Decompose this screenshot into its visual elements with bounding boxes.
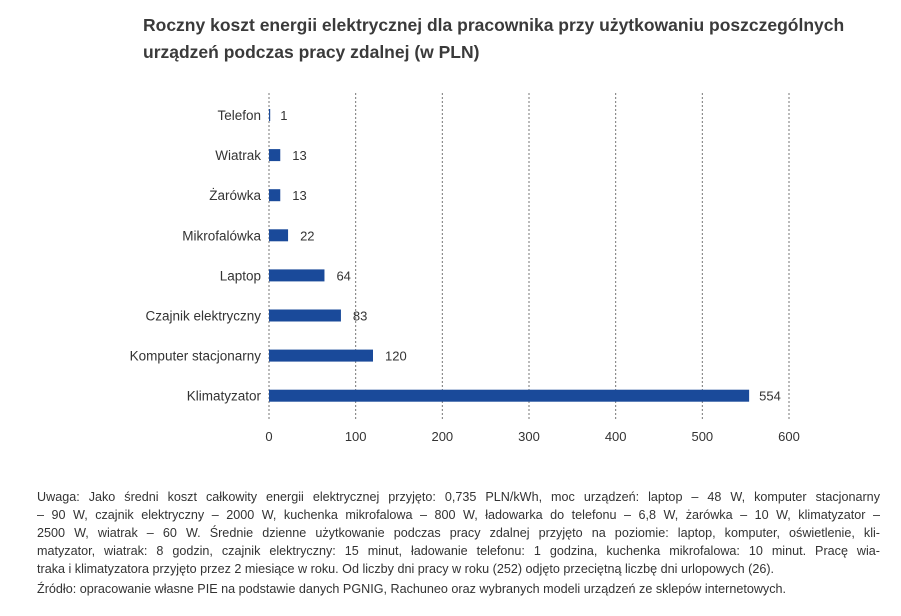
bar [269, 229, 289, 242]
value-label: 13 [292, 148, 306, 163]
chart-title-line: Roczny koszt energii elektrycznej dla pr… [143, 15, 845, 35]
value-label: 1 [280, 108, 287, 123]
value-label: 64 [336, 268, 350, 283]
category-label: Laptop [220, 268, 261, 283]
x-tick-label: 300 [518, 429, 540, 444]
bar [269, 269, 325, 282]
source-note: Źródło: opracowanie własne PIE na podsta… [37, 582, 787, 596]
value-label: 120 [385, 349, 407, 364]
x-tick-label: 600 [778, 429, 800, 444]
category-label: Telefon [217, 108, 261, 123]
note-line: traka i klimatyzatora przyjęto przez 2 m… [37, 562, 775, 576]
note-line: matyzator, wiatrak: 8 godzin, czajnik el… [37, 544, 880, 558]
chart-title: Roczny koszt energii elektrycznej dla pr… [143, 12, 883, 66]
value-label: 83 [353, 309, 367, 324]
value-label: 13 [292, 188, 306, 203]
x-tick-label: 500 [691, 429, 713, 444]
x-tick-label: 400 [605, 429, 627, 444]
bar [269, 109, 271, 121]
chart-title-line: urządzeń podczas pracy zdalnej (w PLN) [143, 42, 480, 62]
x-tick-label: 0 [265, 429, 272, 444]
x-tick-label: 200 [431, 429, 453, 444]
bar [269, 189, 281, 202]
category-label: Mikrofalówka [182, 228, 261, 243]
note-line: Uwaga: Jako średni koszt całkowity energ… [37, 490, 880, 504]
bar [269, 389, 750, 402]
category-label: Klimatyzator [187, 389, 262, 404]
x-tick-label: 100 [345, 429, 367, 444]
bar [269, 309, 341, 322]
category-label: Wiatrak [215, 148, 261, 163]
category-label: Żarówka [209, 188, 261, 203]
bar [269, 149, 281, 162]
category-label: Komputer stacjonarny [130, 349, 262, 364]
category-label: Czajnik elektryczny [145, 309, 261, 324]
note-line: 2500 W, wiatrak – 60 W. Średnie dzienne … [37, 526, 880, 540]
bar [269, 349, 373, 362]
value-label: 554 [759, 389, 781, 404]
value-label: 22 [300, 228, 314, 243]
bar-chart: 0 100 200 300 400 500 600 Telefon 1 Wiatrak 13 Żaró… [130, 93, 800, 444]
note-line: – 90 W, czajnik elektryczny – 2000 W, ku… [37, 508, 880, 522]
